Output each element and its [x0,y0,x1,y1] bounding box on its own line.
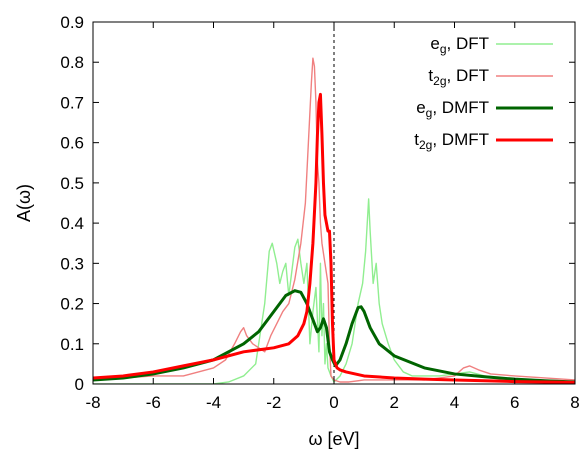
x-tick-label: 6 [510,393,519,412]
x-tick-label: 2 [390,393,399,412]
y-tick-label: 0.5 [60,174,84,193]
legend-label-2: eg, DMFT [416,98,489,120]
legend-label-3: t2g, DMFT [414,130,489,152]
x-tick-label: -2 [266,393,281,412]
x-tick-label: 0 [329,393,338,412]
legend-label-0: eg, DFT [430,34,489,56]
x-axis-label: ω [eV] [308,429,359,449]
y-tick-label: 0.2 [60,295,84,314]
y-tick-label: 0.3 [60,254,84,273]
y-tick-label: 0.6 [60,134,84,153]
plot-content [93,22,575,384]
y-tick-label: 0.9 [60,13,84,32]
series-line-3 [93,92,575,384]
y-tick-label: 0.8 [60,53,84,72]
series-line-0 [93,198,575,384]
y-tick-label: 0.1 [60,335,84,354]
legend: eg, DFT t2g, DFT eg, DMFT t2g, DMFT [414,34,553,152]
y-tick-label: 0 [75,375,84,394]
legend-label-1: t2g, DFT [428,66,489,88]
series-line-2 [93,289,575,384]
y-tick-label: 0.4 [60,214,84,233]
axes: -8 -6 -4 -2 0 2 4 6 8 0 0.1 0.2 0.3 0.4 0.5 0.6 0.7 0.8 0.… [60,13,579,412]
y-axis-label: A(ω) [14,184,34,222]
x-tick-label: -6 [146,393,161,412]
x-tick-label: -4 [206,393,221,412]
series-line-1 [93,57,575,383]
y-tick-label: 0.7 [60,93,84,112]
x-tick-label: 8 [570,393,579,412]
x-tick-label: 4 [450,393,459,412]
x-tick-label: -8 [85,393,100,412]
